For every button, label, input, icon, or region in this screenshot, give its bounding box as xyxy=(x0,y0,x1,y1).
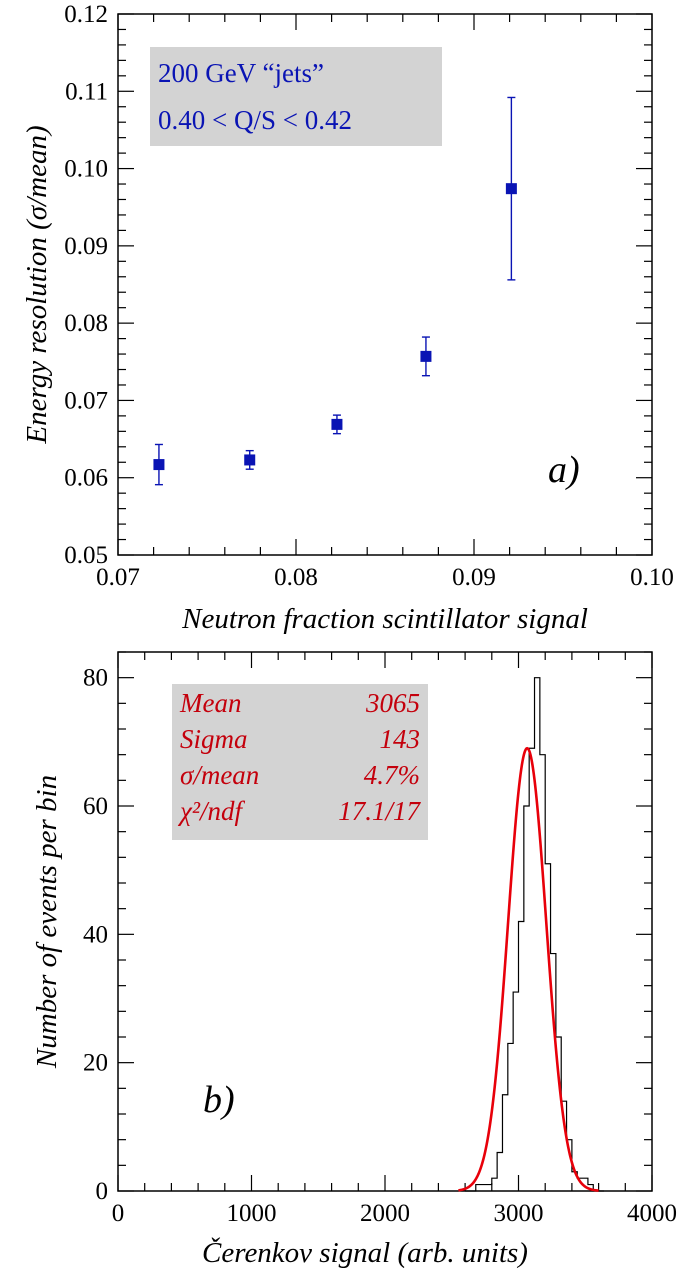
x-tick-label-b: 3000 xyxy=(494,1200,544,1227)
y-tick-label-a: 0.11 xyxy=(65,78,108,105)
y-tick-label-a: 0.12 xyxy=(64,1,108,28)
panel-label-b: b) xyxy=(203,1079,235,1121)
y-tick-label-b: 80 xyxy=(83,665,108,692)
stats-label: σ/mean xyxy=(180,760,259,790)
y-tick-label-a: 0.09 xyxy=(64,233,108,260)
y-tick-label-b: 60 xyxy=(83,793,108,820)
y-axis-title-a: Energy resolution (σ/mean) xyxy=(21,125,53,444)
stats-value: 17.1/17 xyxy=(338,796,421,826)
x-tick-label-a: 0.07 xyxy=(96,564,140,591)
panel-b: 0 20 40 60 80 0 1000 2000 3000 4000 Čerenkov signa… xyxy=(31,651,677,1269)
stats-value: 143 xyxy=(380,724,421,754)
y-tick-label-a: 0.08 xyxy=(64,310,108,337)
stats-label: Sigma xyxy=(180,724,248,754)
data-point xyxy=(505,183,517,195)
y-axis-title-b: Number of events per bin xyxy=(31,775,63,1069)
data-point xyxy=(244,454,256,466)
annotation-line-a: 200 GeV “jets” xyxy=(158,58,324,88)
data-point xyxy=(153,459,165,471)
histogram xyxy=(465,677,604,1192)
data-point xyxy=(331,418,343,430)
x-tick-label-b: 2000 xyxy=(360,1200,410,1227)
stats-label: Mean xyxy=(179,688,241,718)
y-tick-label-a: 0.10 xyxy=(64,156,108,183)
stats-value: 4.7% xyxy=(364,760,420,790)
x-tick-label-b: 1000 xyxy=(227,1200,277,1227)
x-tick-label-b: 0 xyxy=(112,1200,125,1227)
stats-label: χ²/ndf xyxy=(177,796,245,826)
gaussian-fit-curve xyxy=(458,746,599,1192)
x-tick-label-b: 4000 xyxy=(627,1200,677,1227)
x-tick-label-a: 0.10 xyxy=(630,564,674,591)
data-point xyxy=(420,350,432,362)
annotation-box-a xyxy=(150,47,442,146)
y-tick-label-b: 40 xyxy=(83,921,108,948)
stats-box-b xyxy=(172,684,428,840)
plot-frame-a xyxy=(117,13,653,556)
x-tick-label-a: 0.08 xyxy=(274,564,318,591)
x-tick-label-a: 0.09 xyxy=(452,564,496,591)
annotation-line-a: 0.40 < Q/S < 0.42 xyxy=(158,105,352,135)
y-tick-label-a: 0.05 xyxy=(64,542,108,569)
x-axis-title-a: Neutron fraction scintillator signal xyxy=(181,603,588,635)
y-tick-label-b: 0 xyxy=(96,1178,109,1205)
panel-label-a: a) xyxy=(548,449,580,491)
x-axis-title-b: Čerenkov signal (arb. units) xyxy=(202,1236,528,1269)
y-tick-label-a: 0.06 xyxy=(64,465,108,492)
y-tick-label-b: 20 xyxy=(83,1050,108,1077)
stats-value: 3065 xyxy=(365,688,420,718)
panel-a: 0.05 0.06 0.07 0.08 0.09 0.10 0.11 0.12 0.07 0.08… xyxy=(21,1,674,635)
y-tick-label-a: 0.07 xyxy=(64,387,108,414)
